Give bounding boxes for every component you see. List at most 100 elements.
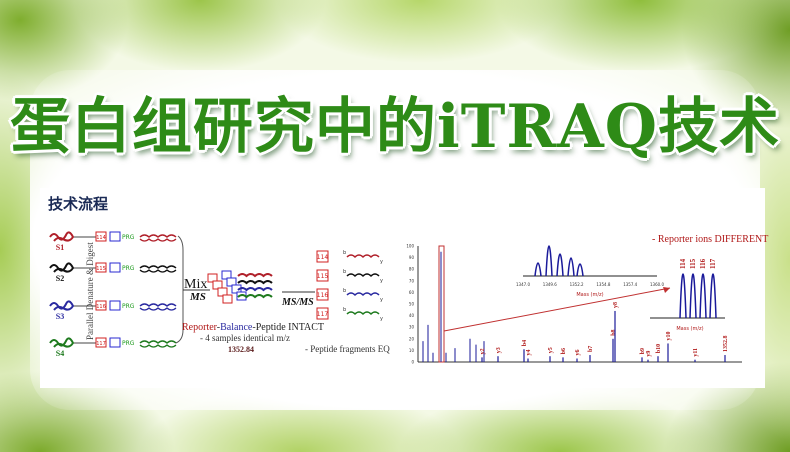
fragments-text: - Peptide fragments EQ (305, 344, 390, 354)
peptide-icon (139, 340, 177, 345)
mix-label: Mix (184, 277, 207, 292)
peptide-icon (139, 269, 177, 273)
peak-label: y11 (693, 348, 699, 357)
inset-x-tick: 1354.8 (596, 282, 610, 287)
reporter-ion-label: 115 (689, 258, 697, 269)
sample-rows: S1 114 PRG S2 115 PRG S3 116 PRG S4 117 PRG (49, 231, 177, 358)
inset-x-tick: 1360.0 (650, 282, 664, 287)
peptide-icon (139, 265, 177, 270)
balance-tag (109, 231, 121, 242)
peptide-word: Peptide INTACT (256, 322, 324, 333)
diagram-background (40, 188, 765, 388)
peak-label: 1352.8 (723, 336, 729, 353)
reporter-tag-label: 114 (96, 235, 106, 241)
inset-x-tick: 1347.0 (516, 282, 530, 287)
reporter-tag (95, 300, 107, 311)
reporter-box (316, 269, 329, 282)
peptide-icon (139, 234, 177, 239)
peak-label: b9 (640, 348, 646, 354)
inset-peak (545, 245, 553, 277)
y-tick-label: 80 (409, 267, 415, 272)
reporter-ion-peak (699, 273, 707, 319)
reporter-box-label: 116 (317, 292, 329, 299)
reporter-note: - Reporter ions DIFFERENT (652, 234, 768, 245)
reporter-ion-peak (679, 273, 687, 319)
fragment-icon (346, 311, 380, 316)
peptide-icon (139, 307, 177, 311)
reporter-box (316, 250, 329, 263)
peptide-icon (237, 280, 273, 285)
peak-label: y6 (575, 350, 581, 356)
y-tick-label: 60 (409, 290, 415, 295)
reporter-tag-label: 116 (96, 304, 106, 310)
y-ion-label: y (380, 259, 383, 265)
zoom-arrow-head (663, 287, 670, 293)
peak-label: y3 (496, 347, 502, 353)
prg-label: PRG (122, 234, 135, 241)
msms-label: MS/MS (281, 297, 314, 308)
workflow-heading: 技术流程 (48, 195, 108, 213)
protein-icon (49, 337, 75, 348)
balance-word: Balance (220, 322, 253, 333)
reporter-ion-label: 117 (709, 258, 717, 269)
peak-label: y4 (526, 350, 532, 356)
peptide-icon (237, 273, 273, 278)
prg-label: PRG (122, 340, 135, 347)
inset-peak (556, 253, 564, 277)
b-ion-label: b (343, 307, 346, 313)
reporter-boxes: 114 b y 115 b y 116 b y 117 b y (316, 250, 383, 322)
samples-text: - 4 samples identical m/z (200, 333, 290, 343)
y-tick-label: 40 (409, 313, 415, 318)
peptide-icon (237, 287, 273, 292)
reporter-tag (222, 294, 233, 304)
inset-x-tick: 1352.2 (570, 282, 584, 287)
inset-reporter-xlabel: Mass (m/z) (676, 326, 703, 332)
y-ion-label: y (380, 297, 383, 303)
inset-parent-xlabel: Mass (m/z) (576, 292, 603, 298)
prg-label: PRG (122, 265, 135, 272)
prg-label: PRG (122, 303, 135, 310)
balance-tag (109, 262, 121, 273)
inset-peak (576, 263, 584, 277)
peak-label: b8 (611, 329, 617, 335)
b-ion-label: b (343, 288, 346, 294)
y-tick-label: 50 (409, 302, 415, 307)
peak-label: b7 (588, 346, 594, 352)
reporter-ion-label: 114 (679, 258, 687, 269)
peak-label: y9 (646, 351, 652, 357)
ms-spectrum: - Reporter ions DIFFERENT Mass (m/z) Mas… (406, 234, 768, 365)
peak-label: b6 (561, 348, 567, 354)
b-ion-label: b (343, 250, 346, 256)
y-tick-label: 20 (409, 336, 415, 341)
reporter-tag-label: 115 (96, 266, 106, 272)
reporter-balance-text: Reporter-Balance-Peptide INTACT (182, 322, 324, 333)
peak-label: y2 (480, 348, 486, 354)
y-ion-label: y (380, 278, 383, 284)
mass-label: 1352.84 (228, 345, 254, 354)
y-tick-label: 10 (409, 348, 415, 353)
sample-label: S4 (56, 349, 64, 358)
peptide-icon (237, 294, 273, 299)
reporter-tag-label: 117 (96, 341, 106, 347)
ms-label: MS (189, 291, 206, 303)
y-tick-label: 90 (409, 255, 415, 260)
balance-tag (109, 337, 121, 348)
protein-icon (49, 231, 75, 242)
peptide-icon (139, 238, 177, 242)
reporter-tag (95, 231, 107, 242)
peak-label: y5 (548, 347, 554, 353)
inset-peak (567, 257, 575, 277)
y-ion-label: y (380, 316, 383, 322)
y-tick-label: 70 (409, 278, 415, 283)
fragment-icon (346, 273, 380, 278)
page-title: 蛋白组研究中的iTRAQ技术 (9, 92, 781, 162)
peptide-icon (139, 344, 177, 348)
reporter-box-label: 117 (317, 311, 329, 318)
y-tick-label: 0 (411, 360, 414, 365)
inset-x-tick: 1357.4 (623, 282, 637, 287)
sample-label: S3 (56, 312, 64, 321)
peak-label: b10 (656, 344, 662, 353)
sample-label: S1 (56, 243, 64, 252)
inset-x-tick: 1349.6 (543, 282, 557, 287)
reporter-box (316, 307, 329, 320)
